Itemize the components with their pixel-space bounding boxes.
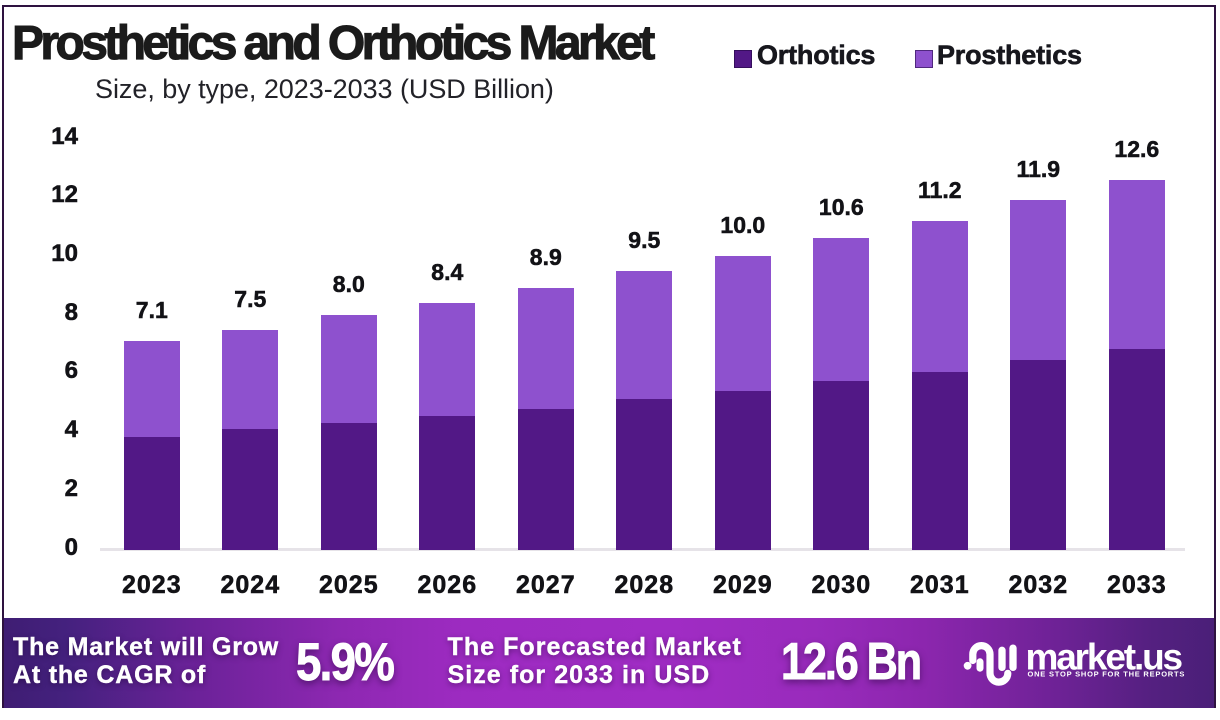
svg-text:ONE STOP SHOP FOR THE REPORTS: ONE STOP SHOP FOR THE REPORTS: [1028, 670, 1186, 679]
svg-text:market.us: market.us: [1026, 636, 1183, 677]
